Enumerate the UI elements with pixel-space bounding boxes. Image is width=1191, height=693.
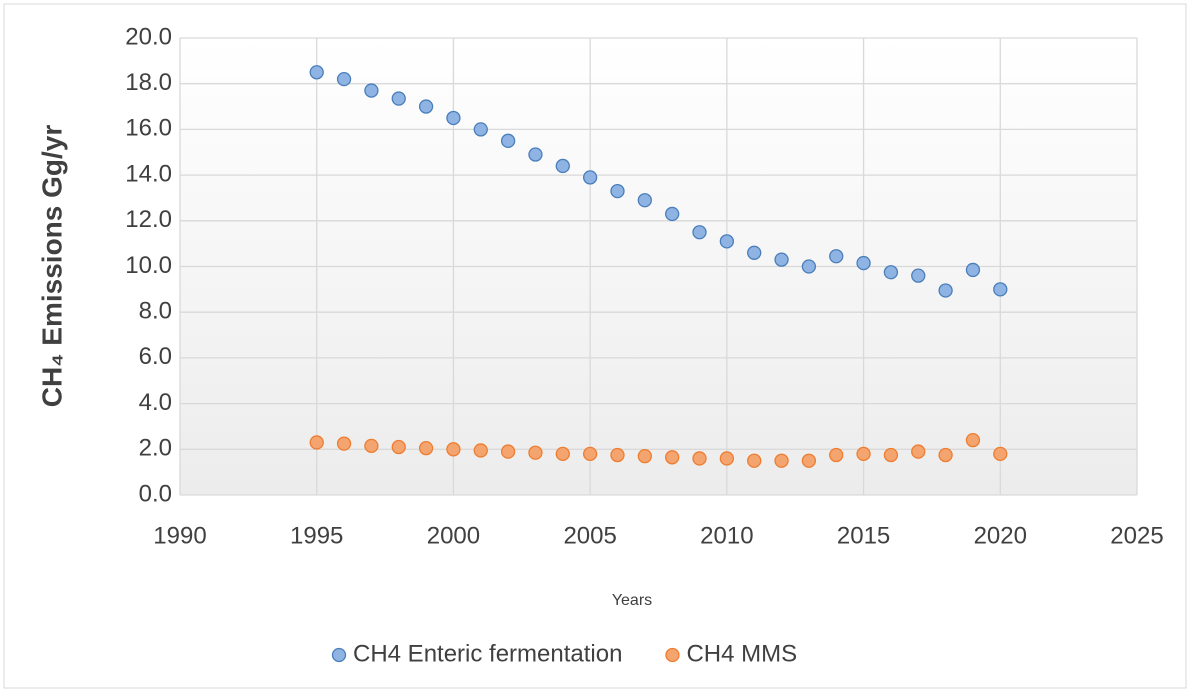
y-tick-label: 2.0 xyxy=(139,435,172,462)
y-axis-label: CH₄ Emissions Gg/yr xyxy=(36,125,67,408)
point xyxy=(692,225,707,240)
point xyxy=(446,442,461,457)
point xyxy=(473,122,488,137)
point xyxy=(309,65,324,80)
point xyxy=(829,249,844,264)
point xyxy=(309,435,324,450)
point xyxy=(364,438,379,454)
y-tick-label: 0.0 xyxy=(139,480,172,507)
point xyxy=(801,453,817,468)
point xyxy=(993,282,1008,297)
point xyxy=(528,445,543,460)
point xyxy=(418,441,434,456)
point xyxy=(391,439,406,455)
point xyxy=(637,449,652,464)
point xyxy=(801,259,817,274)
x-axis-label: Years xyxy=(612,592,652,609)
point xyxy=(911,268,926,283)
point xyxy=(856,446,871,462)
y-tick-label: 14.0 xyxy=(125,160,172,187)
point xyxy=(610,447,625,463)
point xyxy=(719,451,735,466)
point xyxy=(500,444,516,459)
x-tick-label: 2000 xyxy=(427,522,480,549)
point xyxy=(883,447,899,463)
point xyxy=(637,193,652,208)
legend-label: CH4 Enteric fermentation xyxy=(353,640,622,667)
point xyxy=(555,446,570,462)
x-tick-label: 1990 xyxy=(153,522,206,549)
point xyxy=(582,170,598,185)
point xyxy=(829,447,844,463)
point xyxy=(719,234,735,249)
point xyxy=(774,252,789,267)
point xyxy=(665,206,680,222)
point xyxy=(747,453,762,468)
x-tick-label: 2020 xyxy=(974,522,1027,549)
x-tick-label: 2005 xyxy=(563,522,616,549)
point xyxy=(473,443,488,458)
point xyxy=(336,71,352,87)
legend-marker xyxy=(665,647,680,663)
point xyxy=(528,147,543,162)
point xyxy=(692,451,707,466)
point xyxy=(446,110,461,126)
point xyxy=(418,99,434,114)
point xyxy=(582,446,598,462)
y-tick-label: 12.0 xyxy=(125,206,172,233)
point xyxy=(883,265,899,280)
point xyxy=(911,444,926,459)
point xyxy=(774,453,789,468)
legend-label: CH4 MMS xyxy=(686,640,797,667)
point xyxy=(938,283,953,298)
point xyxy=(336,436,352,451)
point xyxy=(610,183,625,199)
y-tick-label: 18.0 xyxy=(125,69,172,96)
point xyxy=(965,433,981,448)
point xyxy=(364,83,379,98)
x-tick-label: 2025 xyxy=(1110,522,1163,549)
x-tick-label: 2015 xyxy=(837,522,890,549)
point xyxy=(965,262,981,278)
point xyxy=(993,446,1008,462)
x-tick-label: 2010 xyxy=(700,522,753,549)
point xyxy=(856,255,871,271)
y-tick-label: 4.0 xyxy=(139,389,172,416)
point xyxy=(747,245,762,260)
point xyxy=(938,447,953,463)
point xyxy=(665,450,680,465)
point xyxy=(391,91,406,106)
y-tick-label: 20.0 xyxy=(125,23,172,50)
y-tick-label: 6.0 xyxy=(139,343,172,370)
y-tick-label: 8.0 xyxy=(139,298,172,325)
legend-marker xyxy=(331,647,347,663)
y-tick-label: 10.0 xyxy=(125,252,172,279)
x-tick-label: 1995 xyxy=(290,522,343,549)
point xyxy=(500,133,516,148)
point xyxy=(555,158,570,174)
y-tick-label: 16.0 xyxy=(125,115,172,142)
